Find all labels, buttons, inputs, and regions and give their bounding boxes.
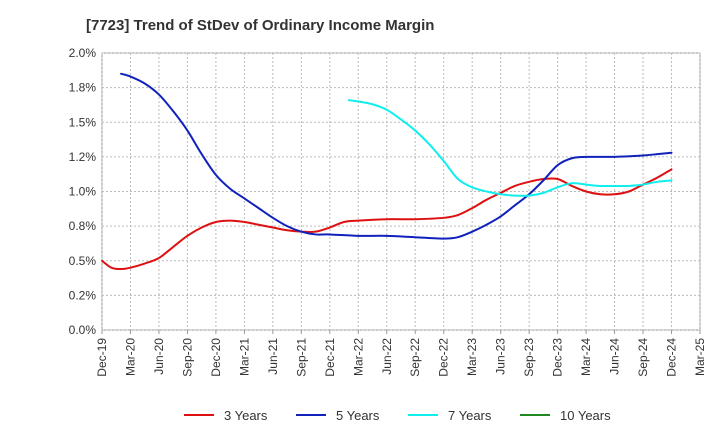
y-tick-label: 1.0% (69, 185, 97, 199)
x-tick-label: Mar-22 (351, 338, 365, 376)
x-tick-label: Dec-23 (551, 338, 565, 377)
x-tick-label: Jun-21 (266, 338, 280, 375)
x-tick-label: Dec-22 (437, 338, 451, 377)
x-tick-label: Sep-21 (294, 338, 308, 377)
x-tick-label: Dec-21 (323, 338, 337, 377)
legend-label-3-years: 3 Years (224, 408, 268, 423)
y-tick-label: 0.5% (69, 254, 97, 268)
grid-layer (101, 52, 701, 331)
x-tick-label: Mar-21 (237, 338, 251, 376)
x-tick-label: Sep-24 (636, 338, 650, 377)
series-layer (101, 72, 673, 271)
series-line-3-years (101, 168, 673, 271)
axis-layer: 0.0% 0.2% 0.5% 0.8% 1.0% 1.2% 1.5% 1.8% 2.0% Dec-… (69, 46, 707, 377)
x-tick-label: Jun-24 (608, 338, 622, 375)
y-tick-label: 0.0% (69, 323, 97, 337)
x-tick-label: Mar-24 (579, 338, 593, 376)
legend-label-5-years: 5 Years (336, 408, 380, 423)
y-tick-label: 1.5% (69, 115, 97, 129)
x-tick-label: Dec-19 (95, 338, 109, 377)
series-line-7-years (347, 99, 673, 197)
x-tick-label: Dec-24 (665, 338, 679, 377)
series-line-5-years (120, 72, 673, 240)
chart-title: [7723] Trend of StDev of Ordinary Income… (86, 17, 434, 34)
legend-label-10-years: 10 Years (560, 408, 611, 423)
y-tick-label: 1.8% (69, 81, 97, 95)
legend: 3 Years 5 Years 7 Years 10 Years (184, 408, 611, 423)
y-tick-label: 1.2% (69, 150, 97, 164)
x-tick-label: Sep-20 (180, 338, 194, 377)
x-tick-label: Mar-20 (123, 338, 137, 376)
y-tick-label: 0.2% (69, 288, 97, 302)
x-tick-label: Jun-20 (152, 338, 166, 375)
x-tick-label: Jun-23 (494, 338, 508, 375)
y-tick-label: 2.0% (69, 46, 97, 60)
y-tick-label: 0.8% (69, 219, 97, 233)
x-tick-label: Sep-22 (408, 338, 422, 377)
legend-label-7-years: 7 Years (448, 408, 492, 423)
x-tick-label: Sep-23 (522, 338, 536, 377)
x-tick-label: Dec-20 (209, 338, 223, 377)
x-tick-label: Mar-25 (693, 338, 707, 376)
x-tick-label: Mar-23 (465, 338, 479, 376)
x-tick-label: Jun-22 (380, 338, 394, 375)
